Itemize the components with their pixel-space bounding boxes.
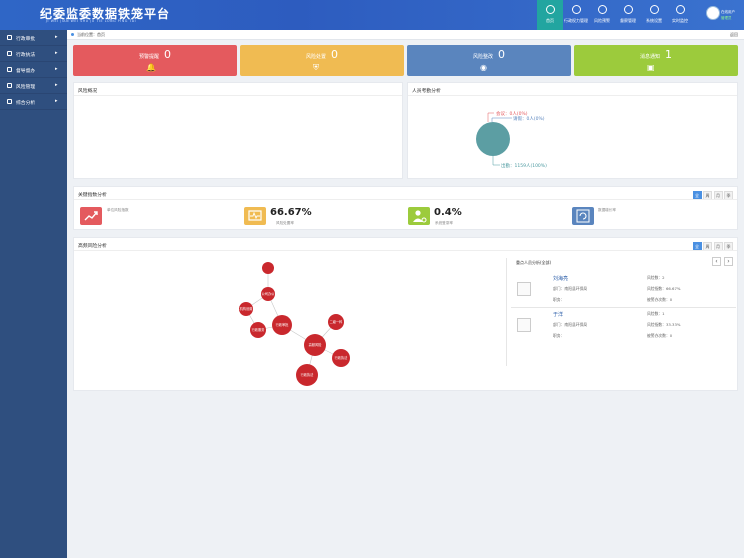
person-supervised: 被警办次数：0 (647, 333, 673, 338)
chart-icon (7, 99, 12, 104)
prev-page-button[interactable]: ‹ (712, 257, 721, 266)
attendance-panel: 人员考勤分析 会议：0人(0%) 请假：0人(0%) 出勤：1159人(100%… (407, 82, 738, 179)
person-name[interactable]: 刘海亮 (553, 276, 569, 282)
nav-home[interactable]: 首页 (537, 0, 563, 30)
person-risk-index: 风险指数：66.67% (647, 286, 681, 291)
chevron-right-icon: ▸ (55, 82, 58, 88)
kpi-label: 数据增长率 (598, 208, 616, 212)
pie-label-meeting: 会议：0人(0%) (496, 110, 528, 117)
stat-value: 0 (164, 48, 171, 61)
person-risk-count: 风险数：2 (647, 275, 665, 280)
nav-monitor[interactable]: 实时监控 (667, 0, 693, 30)
chevron-right-icon: ▸ (55, 34, 58, 40)
nav-supervision[interactable]: 督察管理 (615, 0, 641, 30)
kpi-value: 0.4% (434, 207, 462, 218)
app-subtitle: JI WEI JIAN WEI SHU JU TIE LONG PING TAI (46, 19, 137, 23)
nav-admin-power[interactable]: 行政权力管理 (563, 0, 589, 30)
gear-icon (649, 5, 659, 14)
person-dept: 部门：南阳县环保局 (553, 286, 588, 291)
briefcase-icon: ▣ (647, 63, 655, 72)
pie-slice-attendance (476, 122, 510, 156)
monitor-icon (244, 207, 266, 225)
kpi-label: 单位风险指数 (107, 208, 129, 212)
risk-overview-panel: 风险概况 (73, 82, 403, 179)
avatar (706, 6, 720, 20)
person-photo (517, 318, 531, 332)
person-supervised: 被警办次数：0 (647, 297, 673, 302)
person-icon (7, 35, 12, 40)
user-status: 在线用户 (721, 10, 735, 14)
app-title: 纪委监委数据铁笼平台 (40, 7, 171, 21)
top-header: 纪委监委数据铁笼平台 JI WEI JIAN WEI SHU JU TIE LO… (0, 0, 744, 30)
person-job: 职务： (553, 297, 565, 302)
stat-card-rectify[interactable]: 风险整改 0 ◉ (407, 45, 571, 76)
stat-label: 风险整改 (473, 54, 494, 60)
pie-label-leave: 请假：0人(0%) (513, 115, 545, 122)
panel-title: 风险概况 (78, 89, 98, 94)
alarm-icon (597, 5, 607, 14)
bell-icon: 🔔 (146, 63, 156, 72)
gear-icon (7, 67, 12, 72)
person-job: 职务： (553, 333, 565, 338)
stat-card-notice[interactable]: 消息通知 1 ▣ (574, 45, 738, 76)
sidebar-item-approval[interactable]: 行政审批 ▸ (0, 30, 67, 46)
panel-title: 高频风险分析 (78, 244, 107, 249)
person-card[interactable]: 刘海亮 部门：南阳县环保局 职务： 风险数：2 风险指数：66.67% 被警办次… (511, 273, 736, 307)
sidebar-item-analysis[interactable]: 综合分析 ▸ (0, 94, 67, 110)
next-page-button[interactable]: › (724, 257, 733, 266)
panel-title: 人员考勤分析 (412, 89, 441, 94)
person-dept: 部门：南阳县环保局 (553, 322, 588, 327)
chevron-right-icon: ▸ (55, 50, 58, 56)
stat-card-disposal[interactable]: 风险处置 0 ⛨ (240, 45, 404, 76)
person-icon (571, 5, 581, 14)
monitor-icon (675, 5, 685, 14)
person-card[interactable]: 于洋 部门：南阳县环保局 职务： 风险数：1 风险指数：33.33% 被警办次数… (511, 309, 736, 343)
eye-icon: ◉ (480, 63, 487, 72)
user-name: 管理员 (721, 16, 732, 20)
stat-label: 消息通知 (640, 54, 661, 60)
stat-value: 0 (498, 48, 505, 61)
person-name[interactable]: 于洋 (553, 312, 564, 318)
stat-value: 1 (665, 48, 672, 61)
document-icon (7, 51, 12, 56)
home-icon (545, 5, 555, 14)
person-risk-count: 风险数：1 (647, 311, 665, 316)
kpi-panel: 关键指数分析 全周月季 单位风险指数 66.67% 风险处置率 0.4% 系统登… (73, 186, 738, 230)
trend-icon (80, 207, 102, 225)
pie-label-present: 出勤：1159人(100%) (501, 162, 547, 169)
person-photo (517, 282, 531, 296)
panel-title: 关键指数分析 (78, 193, 107, 198)
sidebar-item-supervision[interactable]: 督导督办 ▸ (0, 62, 67, 78)
user-menu[interactable]: 在线用户 管理员 (706, 3, 742, 29)
person-risk-index: 风险指数：33.33% (647, 322, 681, 327)
nav-risk-warning[interactable]: 风险预警 (589, 0, 615, 30)
stat-label: 预警提醒 (139, 54, 160, 60)
breadcrumb-text: 当前位置：首页 (77, 32, 105, 37)
key-person-title: 重点人员分析(全部) (516, 260, 552, 265)
kpi-value: 66.67% (270, 207, 312, 218)
high-risk-panel: 高频风险分析 全周月季 (73, 237, 738, 391)
attendance-pie-chart: 会议：0人(0%) 请假：0人(0%) 出勤：1159人(100%) (476, 110, 547, 169)
stat-card-warning[interactable]: 预警提醒 0 🔔 (73, 45, 237, 76)
shield-icon: ⛨ (313, 63, 319, 72)
chevron-right-icon: ▸ (55, 98, 58, 104)
sidebar: 行政审批 ▸ 行政执法 ▸ 督导督办 ▸ 风险管理 ▸ 综合分析 ▸ (0, 30, 67, 558)
user-gear-icon (408, 207, 430, 225)
location-icon (71, 33, 74, 36)
stopwatch-icon (623, 5, 633, 14)
sidebar-item-enforcement[interactable]: 行政执法 ▸ (0, 46, 67, 62)
sidebar-item-risk[interactable]: 风险管理 ▸ (0, 78, 67, 94)
stat-label: 风险处置 (306, 54, 327, 60)
shield-icon (7, 83, 12, 88)
nav-settings[interactable]: 系统设置 (641, 0, 667, 30)
stat-value: 0 (331, 48, 338, 61)
refresh-icon (572, 207, 594, 225)
kpi-label: 系统登录率 (435, 221, 453, 225)
back-link[interactable]: 返回 (730, 32, 738, 37)
breadcrumb: 当前位置：首页 返回 (67, 30, 744, 40)
chevron-right-icon: ▸ (55, 66, 58, 72)
kpi-label: 风险处置率 (276, 221, 294, 225)
